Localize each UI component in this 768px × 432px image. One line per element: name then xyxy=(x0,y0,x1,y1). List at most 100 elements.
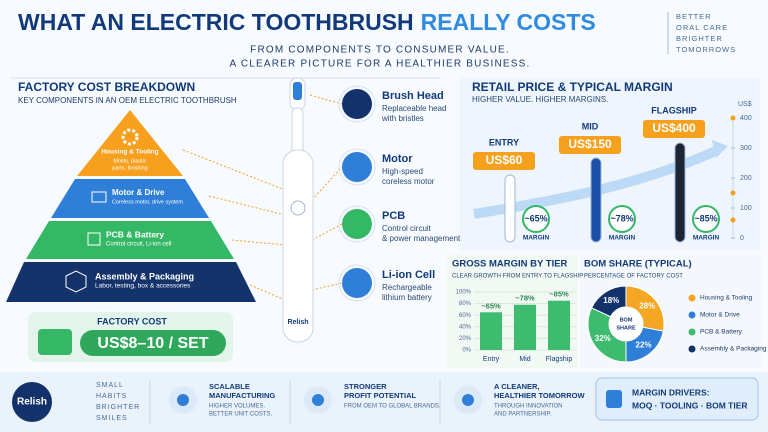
legend-swatch xyxy=(688,345,696,353)
feature-title: A CLEANER, xyxy=(494,382,540,391)
tagline: HABITS xyxy=(96,393,127,400)
gear-icon xyxy=(121,128,139,146)
layer-name: Housing & Tooling xyxy=(101,149,158,156)
connectors xyxy=(182,94,343,301)
brand: Relish xyxy=(287,319,308,326)
component-detail: Rechargeable xyxy=(382,283,432,292)
tagline: BRIGHTER xyxy=(96,404,140,411)
logo-text: Relish xyxy=(17,397,47,408)
chart-title: RETAIL PRICE & TYPICAL MARGIN xyxy=(472,80,673,94)
component-icon xyxy=(342,209,372,239)
connector xyxy=(311,282,343,291)
y-tick-label: 400 xyxy=(740,115,752,122)
tier-name: ENTRY xyxy=(489,137,519,147)
feature-icon-core xyxy=(462,394,474,406)
layer-detail: parts, finishing xyxy=(112,165,147,171)
component-icon xyxy=(342,152,372,182)
title-main: WHAT AN ELECTRIC TOOTHBRUSH xyxy=(18,9,414,35)
pyramid-layer xyxy=(51,179,209,218)
donut-center xyxy=(610,308,642,340)
chart-subtitle: HIGHER VALUE. HIGHER MARGINS. xyxy=(472,95,608,104)
bristles xyxy=(293,82,302,100)
component-detail: Replaceable head xyxy=(382,104,447,113)
legend-swatch xyxy=(688,294,696,302)
power-button xyxy=(290,200,306,216)
component-icon xyxy=(342,268,372,298)
feature-title: HEALTHIER TOMORROW xyxy=(494,391,585,400)
x-tick-label: Entry xyxy=(483,356,500,363)
legend-label: Assembly & Packaging xyxy=(700,346,767,353)
connector xyxy=(231,239,286,246)
margin-caption: MARGIN xyxy=(693,235,720,242)
drivers: MOQ · TOOLING · BOM TIER xyxy=(632,400,748,410)
toothbrush xyxy=(674,142,686,243)
tagline: SMILES xyxy=(96,415,128,422)
chart-title: GROSS MARGIN BY TIER xyxy=(452,259,568,270)
subtitle: A CLEARER PICTURE FOR A HEALTHIER BUSINE… xyxy=(230,59,531,70)
layer-detail: Molds, plastic xyxy=(113,158,147,164)
component-icon-ring xyxy=(338,148,376,186)
donut-slice xyxy=(625,285,665,332)
margin-badge xyxy=(522,205,550,233)
feature-detail: BETTER UNIT COSTS. xyxy=(209,412,273,418)
y-tick-label: 100 xyxy=(740,205,752,212)
tier-name: MID xyxy=(582,121,599,131)
title: WHAT AN ELECTRIC TOOTHBRUSH REALLY COSTS xyxy=(18,9,596,35)
slice-label: 18% xyxy=(603,296,619,305)
component-name: Motor xyxy=(382,153,413,165)
tagline: SMALL xyxy=(96,382,124,389)
tagline: TOMORROWS xyxy=(676,45,736,54)
donut-slice xyxy=(590,285,627,318)
price-label: US$150 xyxy=(568,137,612,151)
layer-name: PCB & Battery xyxy=(106,229,164,239)
slice-label: 32% xyxy=(595,334,611,343)
bar xyxy=(514,304,536,350)
feature-detail: THROUGH INNOVATION xyxy=(494,404,562,410)
tagline: BETTER xyxy=(676,12,712,21)
component-name: PCB xyxy=(382,210,405,222)
connector xyxy=(208,195,286,216)
price-label: US$400 xyxy=(652,121,696,135)
component-detail: with bristles xyxy=(381,114,424,123)
price-label: US$60 xyxy=(486,153,523,167)
y-tick-label: 40% xyxy=(459,324,472,330)
y-tick-label: 20% xyxy=(459,336,472,342)
drivers-title: MARGIN DRIVERS: xyxy=(632,387,710,397)
component-icon xyxy=(342,89,372,119)
motor-icon xyxy=(91,191,107,203)
component-detail: Control circuit xyxy=(382,224,432,233)
layer-detail: Coreless motor, drive system xyxy=(112,199,183,205)
feature-icon-core xyxy=(312,394,324,406)
logo xyxy=(12,382,52,422)
pyramid-layer xyxy=(26,221,234,259)
component-name: Brush Head xyxy=(382,90,444,102)
toothbrush xyxy=(504,174,516,243)
component-detail: lithium battery xyxy=(382,293,432,302)
toothbrush xyxy=(590,157,602,243)
slice-label: 22% xyxy=(636,340,652,349)
chart-title: BOM SHARE (TYPICAL) xyxy=(584,259,692,270)
axis-label: US$ xyxy=(738,101,752,108)
legend-swatch xyxy=(688,311,696,319)
y-tick-label: 60% xyxy=(459,313,472,319)
brush-body xyxy=(282,149,314,343)
layer-name: Motor & Drive xyxy=(112,188,165,197)
legend-label: Housing & Tooling xyxy=(700,295,753,302)
layer-detail: Labor, testing, box & accessories xyxy=(95,283,191,290)
component-detail: & power management xyxy=(382,234,461,243)
legend-swatch xyxy=(688,328,696,336)
component-icon-ring xyxy=(338,205,376,243)
y-tick-label: 300 xyxy=(740,145,752,152)
center-label: BOM xyxy=(620,317,633,323)
y-tick-label: 0 xyxy=(740,235,744,242)
section-subtitle: KEY COMPONENTS IN AN OEM ELECTRIC TOOTHB… xyxy=(18,96,237,105)
subtitle: FROM COMPONENTS TO CONSUMER VALUE. xyxy=(250,45,510,56)
chart-subtitle: PERCENTAGE OF FACTORY COST xyxy=(584,274,683,280)
layer-detail: Control circuit, Li-ion cell xyxy=(106,242,171,248)
feature-icon-core xyxy=(177,394,189,406)
connector xyxy=(311,166,343,201)
pyramid-layer xyxy=(6,262,256,302)
value-label: ~65% xyxy=(481,301,501,310)
